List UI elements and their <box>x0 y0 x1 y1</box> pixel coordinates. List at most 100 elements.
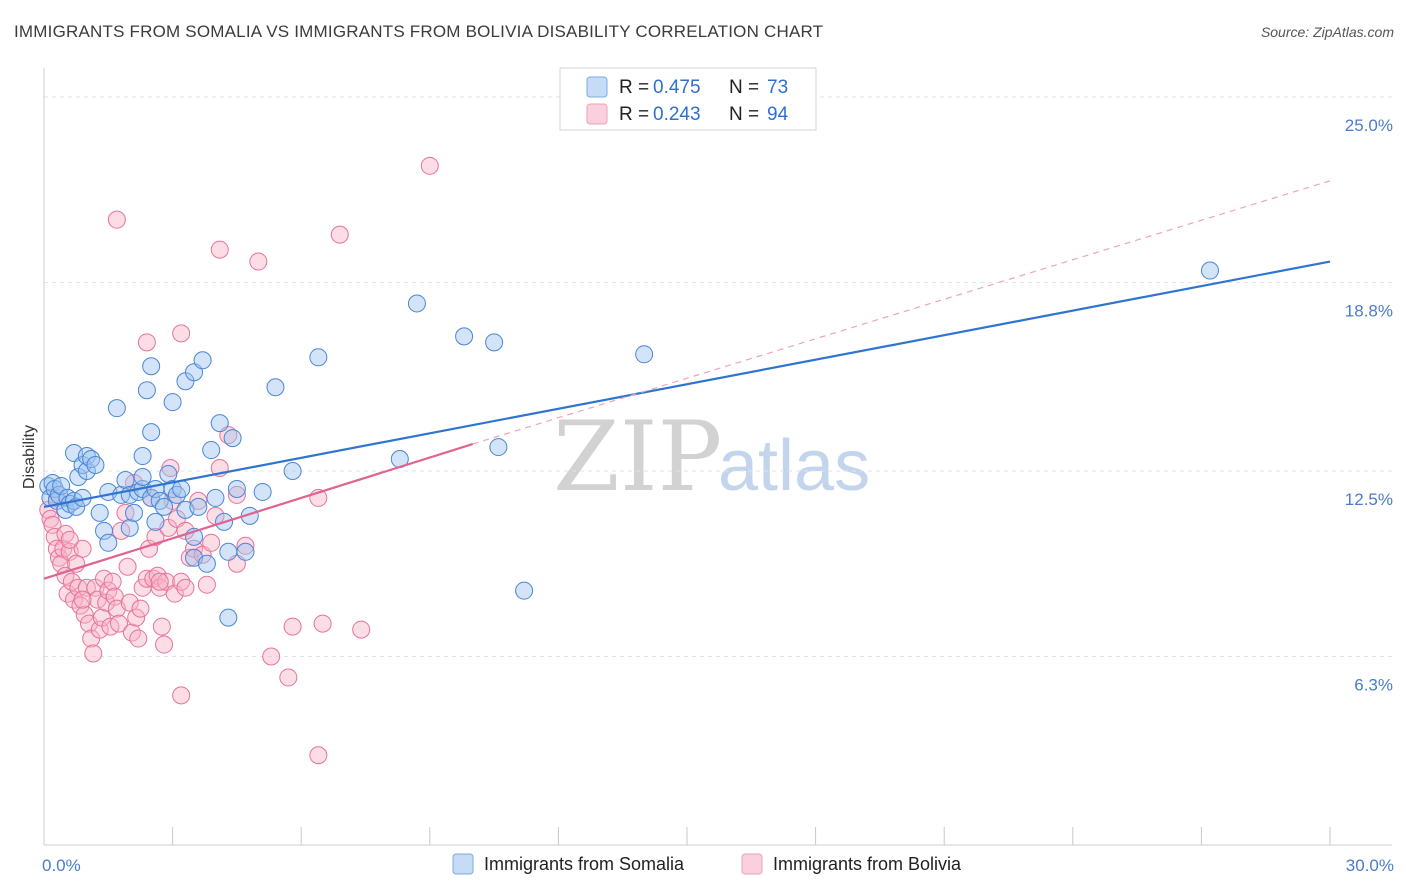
somalia-point-41 <box>155 497 174 516</box>
bolivia-point-18 <box>75 605 94 624</box>
bolivia-point-42 <box>129 629 148 648</box>
legend-r-label-bolivia: R = <box>619 104 649 125</box>
trend-line-bolivia-extension <box>472 180 1331 445</box>
somalia-point-27 <box>120 518 139 537</box>
legend: R = 0.475 N = 73 R = 0.243 N = 94 <box>559 67 817 131</box>
y-tick-label-2: 18.8% <box>1345 302 1393 321</box>
source-label: Source: ZipAtlas.com <box>1260 24 1394 40</box>
bottom-legend: Immigrants from Somalia Immigrants from … <box>452 853 962 875</box>
bolivia-point-81 <box>283 617 302 636</box>
somalia-point-39 <box>146 512 165 531</box>
bottom-legend-label-bolivia: Immigrants from Bolivia <box>773 854 962 874</box>
bolivia-point-31 <box>103 572 122 591</box>
chart-title: IMMIGRANTS FROM SOMALIA VS IMMIGRANTS FR… <box>14 22 824 41</box>
legend-r-label-somalia: R = <box>619 77 649 98</box>
somalia-point-34 <box>137 381 156 400</box>
bolivia-point-25 <box>90 620 109 639</box>
bolivia-point-22 <box>84 644 103 663</box>
trend-line-bolivia <box>43 443 473 580</box>
bolivia-point-90 <box>73 590 92 609</box>
legend-n-value-somalia: 73 <box>767 77 788 98</box>
somalia-point-26 <box>116 470 135 489</box>
somalia-point-33 <box>133 447 152 466</box>
axes <box>43 68 1392 846</box>
somalia-point-67 <box>309 348 328 367</box>
somalia-point-53 <box>193 351 212 370</box>
trend-lines <box>43 180 1331 580</box>
x-axis-ticks <box>172 827 1331 845</box>
somalia-point-69 <box>407 294 426 313</box>
bolivia-point-52 <box>152 617 171 636</box>
y-tick-labels: 6.3% 12.5% 18.8% 25.0% <box>1345 116 1393 695</box>
bolivia-point-78 <box>330 225 349 244</box>
bolivia-point-49 <box>146 527 165 546</box>
somalia-point-74 <box>635 345 654 364</box>
bolivia-point-91 <box>150 572 169 591</box>
bolivia-point-85 <box>279 668 298 687</box>
somalia-point-76 <box>219 608 238 627</box>
bolivia-point-58 <box>165 584 184 603</box>
y-axis-title: Disability <box>21 425 38 489</box>
bolivia-point-82 <box>313 614 332 633</box>
somalia-point-29 <box>125 503 144 522</box>
somalia-point-21 <box>95 521 114 540</box>
bottom-legend-swatch-somalia <box>452 853 474 875</box>
somalia-point-46 <box>172 479 191 498</box>
somalia-point-66 <box>283 462 302 480</box>
somalia-point-56 <box>206 488 225 507</box>
somalia-point-73 <box>515 581 534 600</box>
somalia-point-38 <box>142 357 161 376</box>
y-tick-label-0: 6.3% <box>1354 676 1393 695</box>
gridlines <box>44 96 1392 658</box>
somalia-point-51 <box>189 497 208 516</box>
x-tick-label-min: 0.0% <box>42 856 81 875</box>
bolivia-point-17 <box>73 539 92 558</box>
somalia-point-72 <box>489 438 508 457</box>
bolivia-point-89 <box>60 530 79 549</box>
somalia-point-19 <box>86 456 105 475</box>
bolivia-point-53 <box>155 635 174 654</box>
somalia-points <box>39 261 1219 627</box>
bolivia-point-37 <box>118 557 137 576</box>
somalia-point-75 <box>1200 261 1219 280</box>
bolivia-point-84 <box>262 647 281 666</box>
y-tick-label-3: 25.0% <box>1345 116 1393 135</box>
bolivia-point-38 <box>120 593 139 612</box>
legend-r-value-bolivia: 0.243 <box>653 104 701 125</box>
somalia-point-23 <box>99 533 118 552</box>
bottom-legend-label-somalia: Immigrants from Somalia <box>484 854 685 874</box>
bolivia-point-73 <box>137 333 156 352</box>
somalia-point-36 <box>142 423 161 442</box>
somalia-point-65 <box>266 378 285 397</box>
somalia-point-32 <box>133 467 152 486</box>
somalia-point-62 <box>236 542 255 561</box>
legend-swatch-somalia <box>586 76 608 98</box>
bolivia-point-76 <box>210 240 229 259</box>
y-tick-label-1: 12.5% <box>1345 490 1393 509</box>
watermark-zip: ZIP <box>553 401 722 513</box>
legend-r-value-somalia: 0.475 <box>653 77 701 98</box>
somalia-point-6 <box>52 476 71 495</box>
somalia-point-64 <box>253 482 272 501</box>
bolivia-point-86 <box>172 686 191 705</box>
bolivia-point-2 <box>43 515 62 534</box>
bolivia-point-67 <box>202 533 221 552</box>
somalia-point-59 <box>219 542 238 561</box>
legend-n-value-bolivia: 94 <box>767 104 789 125</box>
bolivia-point-34 <box>110 614 129 633</box>
somalia-point-54 <box>197 554 216 573</box>
bolivia-points <box>39 156 439 765</box>
legend-swatch-bolivia <box>586 103 608 125</box>
somalia-point-70 <box>455 327 474 346</box>
somalia-point-60 <box>223 429 242 448</box>
bolivia-point-74 <box>172 324 191 343</box>
legend-n-label-somalia: N = <box>729 77 759 98</box>
bottom-legend-swatch-bolivia <box>741 853 763 875</box>
bolivia-point-79 <box>420 156 439 175</box>
somalia-point-20 <box>90 503 109 522</box>
somalia-point-42 <box>159 464 178 483</box>
somalia-point-43 <box>163 393 182 412</box>
bolivia-point-43 <box>131 599 150 618</box>
bolivia-point-41 <box>127 608 146 627</box>
